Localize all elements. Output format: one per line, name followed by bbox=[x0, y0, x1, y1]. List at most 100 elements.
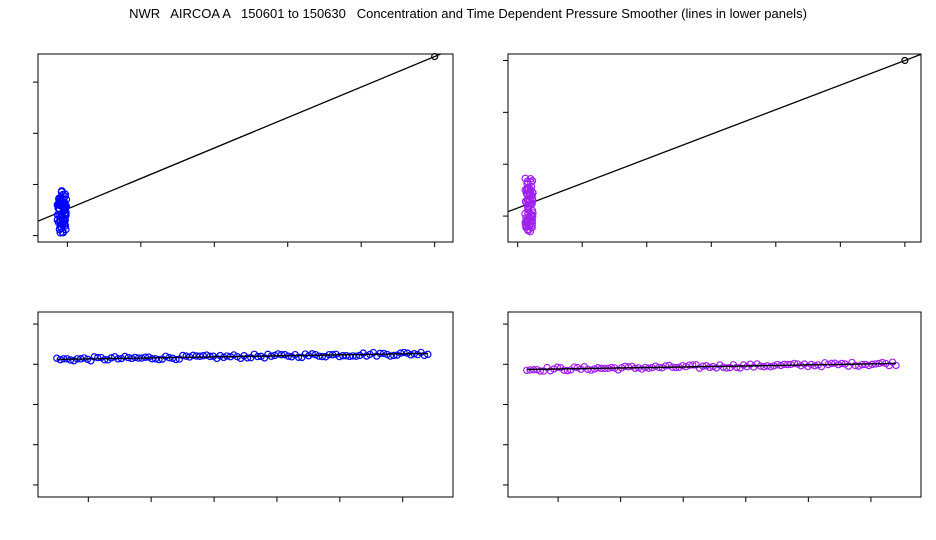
data-point bbox=[553, 363, 561, 371]
data-point bbox=[54, 200, 63, 209]
data-point bbox=[55, 205, 64, 213]
data-point bbox=[536, 367, 545, 375]
plot-frame bbox=[507, 53, 922, 243]
data-point bbox=[121, 352, 129, 361]
data-point bbox=[172, 355, 180, 364]
data-point bbox=[308, 350, 316, 358]
data-point bbox=[342, 352, 350, 360]
plot-frame bbox=[37, 53, 454, 243]
data-point bbox=[705, 363, 714, 372]
data-point bbox=[689, 361, 697, 369]
data-point bbox=[526, 178, 535, 187]
data-point bbox=[522, 197, 530, 206]
data-point bbox=[189, 351, 197, 360]
data-point bbox=[523, 366, 531, 374]
smoother-line bbox=[56, 352, 428, 361]
data-point bbox=[294, 353, 303, 362]
data-point bbox=[349, 352, 357, 360]
data-point bbox=[407, 351, 415, 359]
data-point bbox=[722, 364, 731, 372]
data-point bbox=[141, 353, 150, 361]
panel-co2-vs-pressure-hs bbox=[33, 52, 454, 247]
data-point bbox=[56, 228, 65, 237]
data-point bbox=[527, 211, 536, 219]
panel-slope-vs-time-ls bbox=[503, 311, 922, 502]
data-point bbox=[162, 352, 170, 360]
data-point bbox=[563, 366, 572, 375]
panel-co2-vs-pressure-ls bbox=[503, 53, 922, 247]
data-point bbox=[277, 350, 286, 359]
data-point bbox=[810, 362, 819, 370]
data-point bbox=[55, 225, 64, 234]
data-point bbox=[339, 352, 347, 360]
data-point bbox=[838, 359, 846, 368]
data-point bbox=[362, 352, 371, 360]
data-point bbox=[855, 362, 863, 370]
data-point bbox=[315, 352, 323, 360]
data-point bbox=[827, 359, 836, 368]
data-point bbox=[424, 350, 432, 359]
data-point bbox=[274, 350, 282, 358]
data-point bbox=[352, 352, 361, 360]
data-point bbox=[318, 352, 327, 361]
data-point bbox=[587, 366, 595, 374]
plot-frame bbox=[37, 311, 454, 498]
data-point bbox=[151, 355, 160, 363]
data-point bbox=[521, 174, 530, 183]
data-point bbox=[94, 353, 102, 362]
data-point bbox=[790, 359, 799, 368]
data-point bbox=[100, 356, 109, 364]
data-point bbox=[851, 361, 860, 370]
data-point bbox=[527, 214, 536, 223]
data-point bbox=[155, 355, 163, 364]
data-point bbox=[376, 349, 384, 358]
data-point bbox=[766, 363, 775, 371]
fit-line bbox=[38, 54, 443, 222]
data-point bbox=[678, 361, 687, 370]
data-point bbox=[570, 363, 578, 371]
data-point bbox=[528, 194, 537, 202]
data-point bbox=[59, 215, 68, 224]
data-point bbox=[57, 200, 66, 209]
data-point bbox=[335, 352, 344, 361]
data-point bbox=[400, 348, 408, 357]
data-point bbox=[523, 225, 532, 234]
data-point bbox=[528, 216, 537, 225]
data-point bbox=[202, 351, 211, 359]
panel-slope-vs-time-hs bbox=[33, 311, 454, 502]
data-point bbox=[390, 351, 398, 360]
data-point bbox=[522, 189, 531, 198]
data-point bbox=[90, 353, 99, 361]
data-point bbox=[661, 362, 670, 370]
data-point bbox=[148, 355, 156, 363]
data-point bbox=[396, 349, 405, 357]
fit-line bbox=[508, 54, 921, 213]
data-point bbox=[892, 361, 900, 370]
data-point bbox=[80, 354, 88, 362]
data-point bbox=[192, 352, 201, 360]
figure-title: NWR AIRCOA A 150601 to 150630 Concentrat… bbox=[129, 6, 807, 21]
data-point bbox=[651, 362, 660, 370]
data-point bbox=[196, 352, 204, 360]
data-point bbox=[733, 363, 741, 372]
data-point bbox=[199, 352, 207, 360]
data-point bbox=[179, 351, 187, 360]
data-point bbox=[281, 350, 289, 359]
data-point bbox=[526, 201, 534, 210]
data-point bbox=[624, 363, 633, 371]
data-point bbox=[345, 352, 354, 361]
reference-point bbox=[901, 56, 909, 65]
data-point bbox=[522, 186, 531, 195]
reference-point bbox=[431, 52, 439, 61]
data-point bbox=[57, 187, 66, 195]
data-point bbox=[524, 205, 532, 214]
data-point bbox=[53, 354, 61, 362]
data-point bbox=[420, 351, 429, 360]
data-point bbox=[243, 354, 252, 362]
plot-frame bbox=[507, 311, 922, 498]
data-point bbox=[62, 195, 71, 204]
data-point bbox=[878, 358, 887, 367]
smoother-line bbox=[526, 362, 896, 371]
data-point bbox=[182, 352, 190, 360]
